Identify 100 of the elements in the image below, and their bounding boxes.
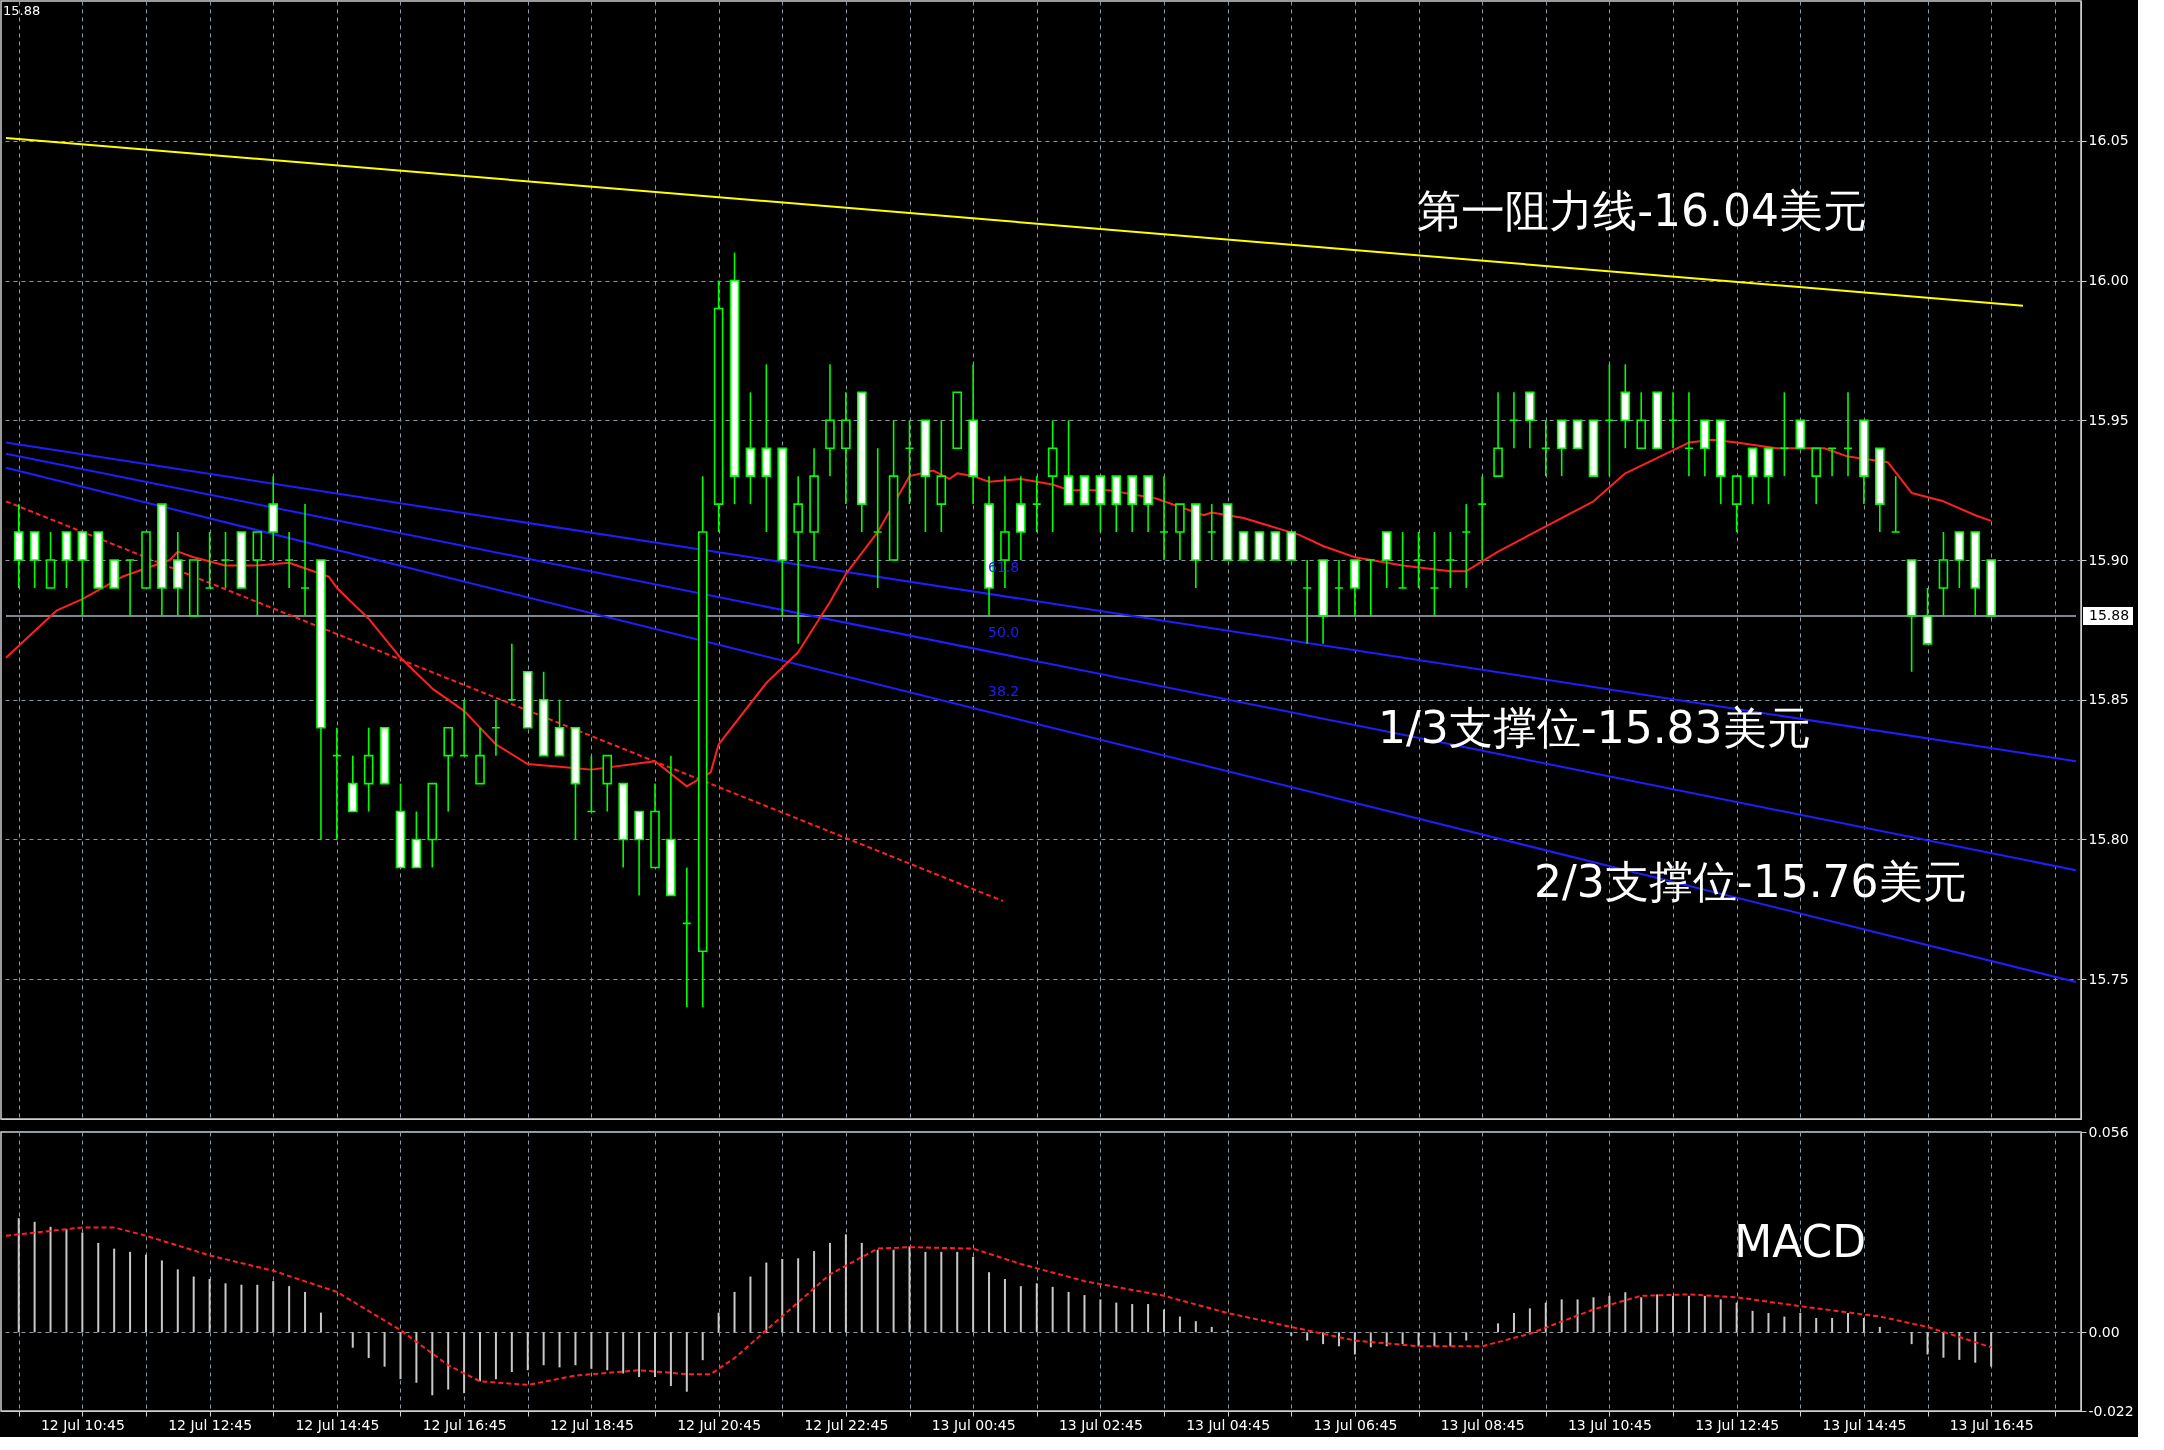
y-tick-label: 15.85: [2088, 691, 2129, 708]
bar: [892, 1249, 895, 1333]
bar: [1369, 1332, 1372, 1348]
bar: [1131, 1304, 1134, 1333]
bar: [367, 1332, 370, 1359]
bar: [1147, 1304, 1150, 1333]
bar: [479, 1332, 482, 1382]
annotation: 15.88: [3, 3, 41, 18]
bar: [399, 1332, 402, 1380]
y-tick-label: 15.80: [2088, 831, 2129, 847]
bar: [1576, 1299, 1579, 1333]
bar: [956, 1251, 959, 1333]
bar: [1194, 1321, 1197, 1333]
bar: [1990, 1332, 1993, 1367]
bar: [1847, 1312, 1849, 1333]
bar: [1672, 1295, 1675, 1333]
bar: [1306, 1332, 1309, 1341]
bar: [97, 1242, 100, 1333]
bar: [1974, 1332, 1977, 1363]
bar: [1083, 1295, 1086, 1333]
bar: [415, 1332, 418, 1383]
bar: [1640, 1297, 1643, 1333]
bar: [1067, 1291, 1070, 1333]
bar: [781, 1258, 784, 1333]
bar: [1656, 1294, 1659, 1333]
bar: [1449, 1332, 1452, 1347]
bar: [749, 1276, 752, 1333]
bar: [1385, 1332, 1388, 1347]
bar: [1099, 1299, 1102, 1333]
bar: [940, 1251, 943, 1333]
x-tick-label: 13 Jul 16:45: [1949, 1416, 2034, 1433]
bar: [1433, 1332, 1436, 1347]
bar: [717, 1312, 720, 1333]
y-tick-label: 15.95: [2088, 411, 2129, 428]
bar: [1942, 1332, 1945, 1358]
bar: [160, 1260, 163, 1333]
y-tick-label: 15.75: [2088, 970, 2129, 987]
annotation: 38.2: [987, 682, 1020, 699]
x-tick-label: 12 Jul 18:45: [549, 1416, 634, 1433]
bar: [733, 1291, 736, 1333]
bar: [1322, 1332, 1325, 1345]
bar: [447, 1332, 450, 1390]
bar: [113, 1248, 116, 1333]
bar: [1465, 1332, 1468, 1341]
bar: [1687, 1295, 1690, 1333]
bar: [383, 1332, 386, 1367]
bar: [288, 1286, 291, 1333]
y-tick-label: 15.90: [2088, 551, 2129, 568]
bar: [685, 1332, 688, 1392]
x-tick-label: 13 Jul 10:45: [1567, 1416, 1652, 1433]
bar: [828, 1242, 831, 1333]
bar: [1703, 1295, 1706, 1333]
bar: [1401, 1332, 1404, 1345]
bar: [1497, 1323, 1500, 1333]
bar: [192, 1276, 195, 1333]
bar: [463, 1332, 466, 1394]
bar: [1560, 1299, 1563, 1333]
bar: [1783, 1316, 1786, 1333]
bar: [1719, 1299, 1722, 1333]
bar: [1163, 1309, 1166, 1333]
bar: [1528, 1308, 1531, 1333]
bar: [1353, 1332, 1356, 1355]
annotation: 50.0: [987, 623, 1020, 640]
bar: [208, 1279, 211, 1333]
y-tick-label: -0.022: [2088, 1402, 2134, 1419]
bar: [1831, 1318, 1834, 1333]
bar: [860, 1242, 863, 1333]
bar: [65, 1228, 68, 1333]
bar: [176, 1269, 179, 1333]
bar: [797, 1258, 800, 1333]
bar: [1417, 1332, 1420, 1347]
bar: [1115, 1302, 1118, 1333]
bar: [1767, 1312, 1770, 1333]
bar: [1862, 1318, 1865, 1333]
bar: [1624, 1292, 1627, 1333]
annotation: MACD: [1734, 1215, 1867, 1267]
bar: [319, 1312, 322, 1333]
bar: [972, 1256, 975, 1333]
bar: [224, 1283, 227, 1333]
bar: [129, 1251, 132, 1333]
x-tick-label: 12 Jul 16:45: [422, 1416, 507, 1433]
bar: [256, 1284, 259, 1333]
bar: [1512, 1312, 1515, 1333]
y-tick-label: 0.00: [2088, 1323, 2120, 1340]
bar: [1003, 1279, 1006, 1333]
x-tick-label: 13 Jul 08:45: [1440, 1416, 1525, 1433]
bar: [1735, 1302, 1738, 1333]
bar: [1878, 1326, 1881, 1333]
bar: [622, 1332, 625, 1374]
x-tick-label: 13 Jul 14:45: [1822, 1416, 1907, 1433]
bar: [1799, 1312, 1802, 1333]
bar: [240, 1284, 243, 1333]
bar: [1051, 1286, 1054, 1333]
y-tick-label: 0.056: [2088, 1123, 2129, 1140]
bar: [654, 1332, 656, 1378]
bar: [1815, 1318, 1818, 1333]
x-tick-label: 13 Jul 06:45: [1313, 1416, 1398, 1433]
x-tick-label: 13 Jul 12:45: [1695, 1416, 1780, 1433]
bar: [1592, 1297, 1595, 1333]
x-tick-label: 12 Jul 20:45: [677, 1416, 762, 1433]
